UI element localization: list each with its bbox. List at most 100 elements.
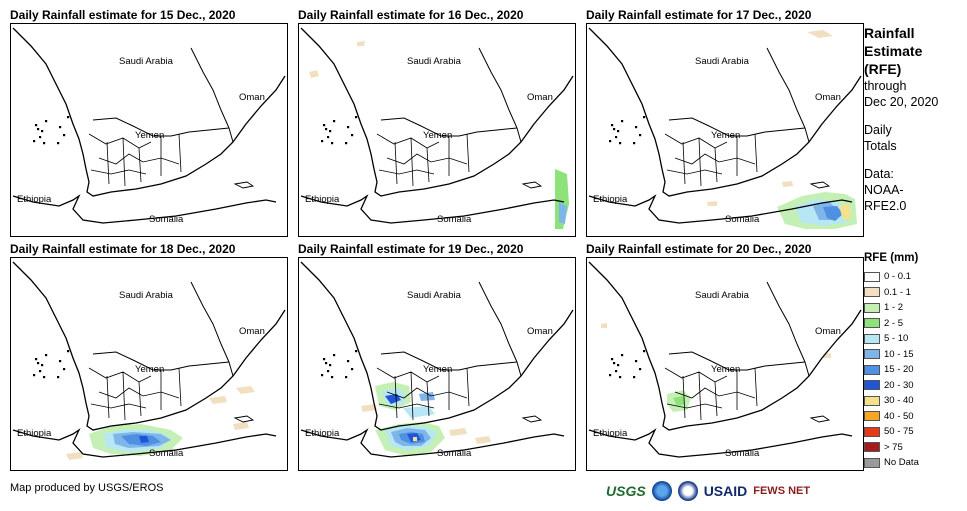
boundary-line: [668, 351, 806, 371]
island-mark: [41, 364, 44, 367]
fews-net-logo: FEWS NET: [753, 485, 811, 497]
boundary-line: [12, 261, 286, 431]
boundary-line: [376, 367, 470, 421]
boundary-line: [300, 261, 574, 431]
legend-swatch: [864, 333, 880, 344]
island-mark: [331, 142, 334, 145]
boundary-line: [588, 261, 862, 431]
island-mark: [613, 362, 616, 365]
boundary-line: [228, 127, 234, 143]
island-mark: [345, 376, 348, 379]
island-mark: [639, 368, 642, 371]
boundary-line: [668, 117, 806, 137]
boundary-line: [380, 117, 518, 137]
boundary-line: [516, 361, 522, 377]
map-canvas: Saudi Arabia Oman Yemen Ethiopia Somalia: [12, 27, 286, 225]
rainfall-area: [707, 201, 717, 206]
legend-item: 50 - 75: [864, 424, 964, 440]
sidebar-data-source: Data: NOAA- RFE2.0: [864, 167, 907, 213]
boundary-line: [12, 194, 277, 224]
rainfall-area: [601, 323, 607, 328]
rainfall-area: [559, 202, 567, 224]
legend-swatch: [864, 271, 880, 282]
island-mark: [633, 376, 636, 379]
island-mark: [323, 124, 326, 127]
legend-item: 0 - 0.1: [864, 269, 964, 285]
map-label-saudi: Saudi Arabia: [407, 290, 462, 301]
boundary-line: [12, 428, 277, 458]
island-mark: [639, 134, 642, 137]
sidebar-date: Dec 20, 2020: [864, 95, 939, 109]
map-credit: Map produced by USGS/EROS: [10, 482, 164, 494]
map-canvas: Saudi Arabia Oman Yemen Ethiopia Somalia: [588, 261, 862, 459]
map-label-saudi: Saudi Arabia: [407, 56, 462, 67]
boundary-line: [300, 27, 574, 197]
rainfall-map-17-dec: Saudi Arabia Oman Yemen Ethiopia Somalia: [586, 23, 864, 237]
legend-item: 30 - 40: [864, 393, 964, 409]
map-label-yemen: Yemen: [711, 364, 740, 375]
boundary-line: [804, 127, 810, 143]
map-label-yemen: Yemen: [711, 130, 740, 141]
island-mark: [351, 134, 354, 137]
map-canvas: Saudi Arabia Oman Yemen Ethiopia Somalia: [12, 261, 286, 460]
socotra-island: [233, 415, 255, 423]
island-mark: [37, 128, 40, 131]
island-mark: [321, 374, 324, 377]
boundary-line: [588, 194, 853, 224]
island-mark: [643, 116, 646, 119]
island-mark: [345, 142, 348, 145]
map-label-ethiopia: Ethiopia: [593, 194, 628, 205]
island-mark: [355, 116, 358, 119]
noaa-logo-icon: [651, 481, 672, 501]
island-mark: [59, 126, 62, 129]
island-mark: [67, 350, 70, 353]
legend-label: 5 - 10: [884, 333, 909, 345]
legend-item: No Data: [864, 455, 964, 471]
map-label-ethiopia: Ethiopia: [305, 194, 340, 205]
nasa-seal-icon: [677, 481, 698, 501]
legend-label: 50 - 75: [884, 426, 914, 438]
boundary-line: [664, 133, 758, 187]
map-label-somalia: Somalia: [149, 448, 184, 459]
legend-swatch: [864, 457, 880, 468]
island-mark: [633, 142, 636, 145]
map-label-yemen: Yemen: [423, 364, 452, 375]
legend-label: 20 - 30: [884, 379, 914, 391]
island-mark: [37, 362, 40, 365]
island-mark: [615, 136, 618, 139]
boundary-line: [380, 351, 518, 371]
island-mark: [615, 370, 618, 373]
island-mark: [635, 360, 638, 363]
island-mark: [59, 360, 62, 363]
legend-swatch: [864, 426, 880, 437]
rainfall-area: [385, 394, 401, 404]
island-mark: [39, 370, 42, 373]
island-mark: [347, 360, 350, 363]
rainfall-area: [309, 70, 319, 78]
panel-title: Daily Rainfall estimate for 20 Dec., 202…: [586, 242, 812, 256]
legend-swatch: [864, 442, 880, 453]
boundary-line: [190, 47, 230, 129]
boundary-line: [92, 351, 230, 371]
island-mark: [43, 142, 46, 145]
boundary-line: [588, 428, 853, 458]
rainfall-area: [449, 428, 467, 436]
island-mark: [35, 358, 38, 361]
boundary-line: [664, 367, 758, 421]
map-label-somalia: Somalia: [725, 448, 760, 459]
legend-swatch: [864, 395, 880, 406]
sidebar-through: through: [864, 79, 907, 93]
boundary-line: [92, 117, 230, 137]
rainfall-map-18-dec: Saudi Arabia Oman Yemen Ethiopia Somalia: [10, 257, 288, 471]
island-mark: [39, 136, 42, 139]
socotra-island: [521, 181, 543, 189]
island-mark: [609, 140, 612, 143]
legend-item: 1 - 2: [864, 300, 964, 316]
boundary-line: [88, 367, 182, 421]
island-mark: [63, 368, 66, 371]
legend-items: 0 - 0.1 0.1 - 1 1 - 2 2 - 5 5 - 10 10 - 15 15 …: [864, 269, 964, 471]
boundary-line: [376, 133, 470, 187]
legend-label: 2 - 5: [884, 317, 904, 329]
island-mark: [351, 368, 354, 371]
island-mark: [45, 120, 48, 123]
